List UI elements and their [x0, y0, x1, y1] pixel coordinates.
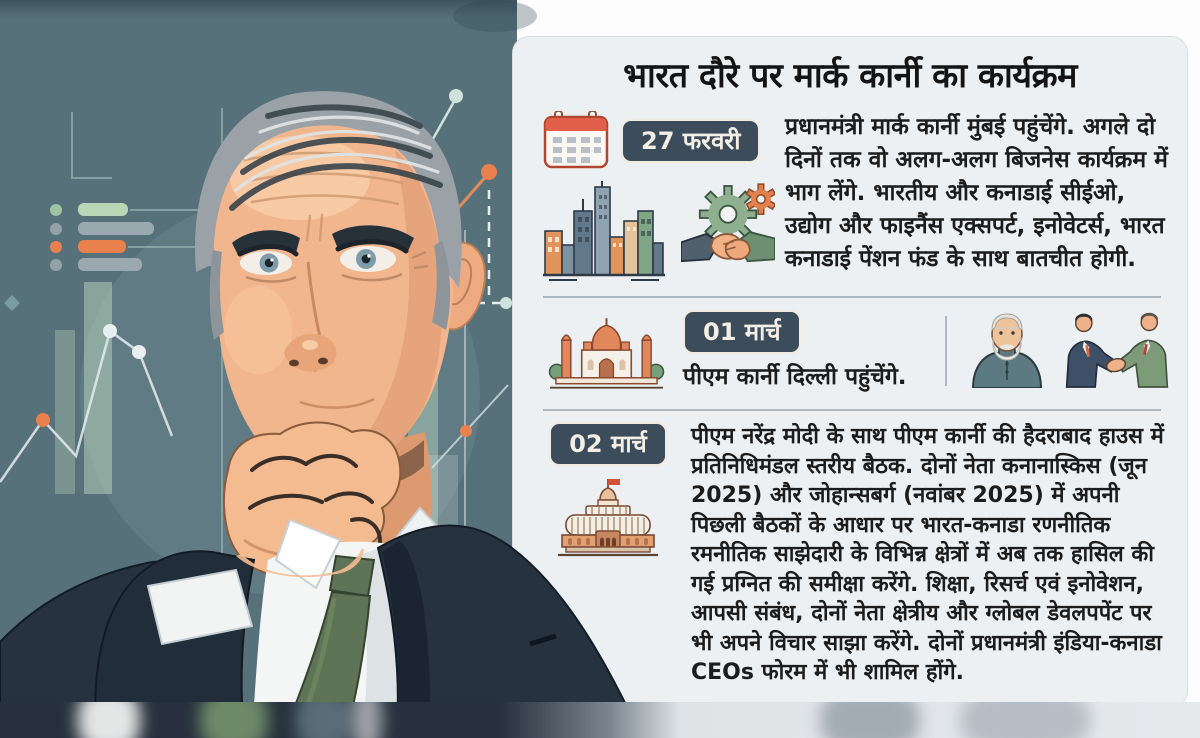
- date-badge-27-feb: 27 फरवरी: [621, 119, 761, 164]
- taj-mahal-icon: [548, 318, 665, 389]
- illustration-background: [0, 0, 517, 738]
- date-badge-01-march: 01 मार्च: [683, 310, 801, 355]
- handshake-gears-icon: [681, 183, 775, 263]
- modi-portrait-icon: [971, 313, 1043, 390]
- schedule-panel: भारत दौरे पर मार्क कार्नी का कार्यक्रम 2…: [513, 37, 1187, 707]
- section-27-feb: 27 फरवरी: [543, 111, 1171, 283]
- date-badge-02-march: 02 मार्च: [549, 422, 667, 467]
- section-02-march-text: पीएम नरेंद्र मोदी के साथ पीएम कार्नी की …: [691, 424, 1164, 686]
- bottom-blur-band: [0, 702, 1200, 738]
- section-01-march: 01 मार्च पीएम कार्नी दिल्ली पहुंचेंगे.: [548, 306, 1173, 396]
- section-01-march-body: 01 मार्च पीएम कार्नी दिल्ली पहुंचेंगे.: [683, 310, 945, 392]
- section-02-march: 02 मार्च: [547, 422, 1171, 688]
- section-divider: [543, 409, 1161, 412]
- section-divider: [543, 296, 1161, 299]
- vertical-divider: [945, 316, 947, 387]
- section-01-march-text: पीएम कार्नी दिल्ली पहुंचेंगे.: [683, 364, 907, 391]
- section-27-feb-text: प्रधानमंत्री मार्क कार्नी मुंबई पहुंचेंग…: [785, 114, 1168, 273]
- city-skyline-icon: [543, 181, 665, 282]
- parliament-icon: [558, 479, 658, 557]
- section-27-feb-icons: 27 फरवरी: [543, 111, 783, 283]
- calendar-icon: [543, 111, 609, 169]
- section-02-march-icons: 02 मार्च: [547, 422, 669, 688]
- page-title: भारत दौरे पर मार्क कार्नी का कार्यक्रम: [623, 56, 1077, 96]
- handshake-people-icon: [1065, 312, 1169, 388]
